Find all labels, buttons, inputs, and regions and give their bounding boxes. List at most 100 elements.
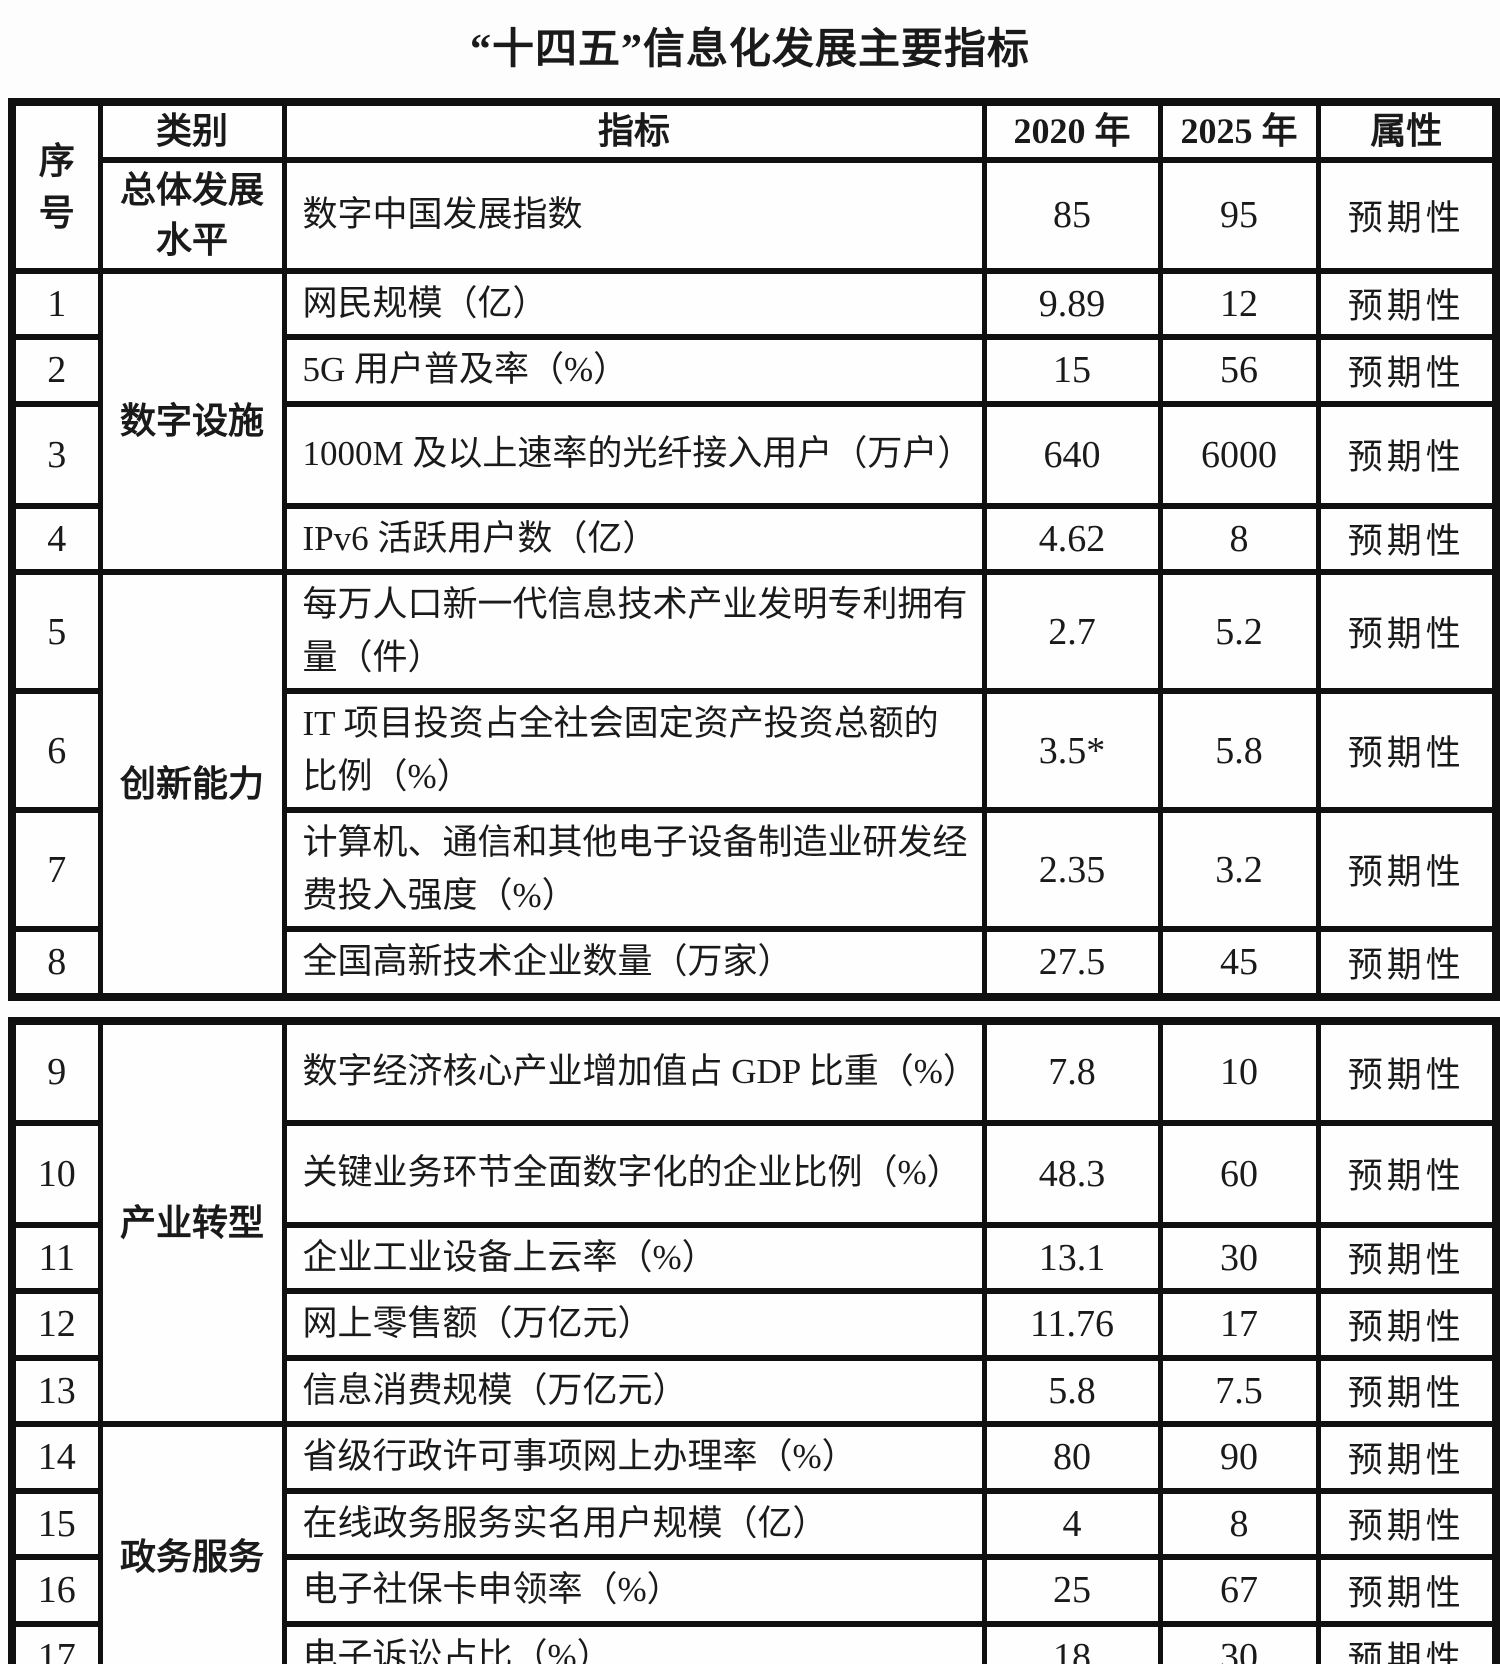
attribute-cell: 预期性 xyxy=(1315,156,1499,274)
attribute-cell: 预期性 xyxy=(1315,569,1499,695)
indicator-cell: 网上零售额（万亿元） xyxy=(281,1288,987,1361)
value-2025-cell: 30 xyxy=(1157,1221,1321,1295)
value-2025-cell: 67 xyxy=(1157,1554,1321,1627)
index-cell: 4 xyxy=(9,502,103,576)
attribute-cell: 预期性 xyxy=(1315,334,1499,407)
value-2020-cell: 3.5* xyxy=(981,688,1163,814)
value-2020-cell: 4 xyxy=(981,1487,1163,1561)
value-2020-cell: 85 xyxy=(981,156,1163,274)
value-2020-cell: 9.89 xyxy=(981,267,1163,341)
indicator-cell: 省级行政许可事项网上办理率（%） xyxy=(281,1421,987,1494)
value-2020-cell: 27.5 xyxy=(981,926,1163,1000)
indicator-cell: 计算机、通信和其他电子设备制造业研发经费投入强度（%） xyxy=(281,807,987,933)
value-2025-cell: 17 xyxy=(1157,1288,1321,1361)
attribute-cell: 预期性 xyxy=(1315,1620,1499,1664)
category-cell: 政务服务 xyxy=(97,1421,287,1664)
attribute-cell: 预期性 xyxy=(1315,1288,1499,1361)
table-row: 1 数字设施 网民规模（亿） 9.89 12 预期性 xyxy=(9,267,1499,576)
index-cell: 16 xyxy=(9,1554,103,1627)
value-2020-cell: 5.8 xyxy=(981,1354,1163,1428)
table-row: 6 IT 项目投资占全社会固定资产投资总额的比例（%） 3.5* 5.8 预期性 xyxy=(9,688,1499,814)
index-cell: 7 xyxy=(9,807,103,933)
indicator-cell: IPv6 活跃用户数（亿） xyxy=(281,502,987,576)
header-index-label: 序号 xyxy=(38,140,75,233)
attribute-cell: 预期性 xyxy=(1315,502,1499,576)
table-row: 7 计算机、通信和其他电子设备制造业研发经费投入强度（%） 2.35 3.2 预期性 xyxy=(9,807,1499,933)
indicators-table-block-2: 9 产业转型 数字经济核心产业增加值占 GDP 比重（%） 7.8 10 预期性 10 关键业… xyxy=(8,1016,1500,1664)
value-2025-cell: 5.2 xyxy=(1157,569,1321,695)
indicator-cell: 数字中国发展指数 xyxy=(281,156,987,274)
indicator-cell: 5G 用户普及率（%） xyxy=(281,334,987,407)
value-2020-cell: 80 xyxy=(981,1421,1163,1494)
indicator-cell: 企业工业设备上云率（%） xyxy=(281,1221,987,1295)
attribute-cell: 预期性 xyxy=(1315,688,1499,814)
header-index: 序号 xyxy=(9,99,103,274)
category-cell: 数字设施 xyxy=(97,267,287,576)
index-cell: 15 xyxy=(9,1487,103,1561)
attribute-cell: 预期性 xyxy=(1315,1017,1499,1126)
attribute-cell: 预期性 xyxy=(1315,1554,1499,1627)
attribute-cell: 预期性 xyxy=(1315,267,1499,341)
table-row: 总体发展水平 数字中国发展指数 85 95 预期性 xyxy=(12,156,1499,274)
indicator-cell: 在线政务服务实名用户规模（亿） xyxy=(281,1487,987,1561)
table-row: 15 在线政务服务实名用户规模（亿） 4 8 预期性 xyxy=(9,1487,1499,1561)
header-category: 类别 xyxy=(97,99,287,163)
attribute-cell: 预期性 xyxy=(1315,1354,1499,1428)
value-2025-cell: 95 xyxy=(1157,156,1321,274)
table-block-1-body: 序号 类别 指标 2020 年 2025 年 属性 总体发展水平 数字中国发展指数… xyxy=(9,99,1499,1000)
index-cell: 17 xyxy=(9,1620,103,1664)
indicator-cell: 电子诉讼占比（%） xyxy=(281,1620,987,1664)
table-row: 3 1000M 及以上速率的光纤接入用户（万户） 640 6000 预期性 xyxy=(9,400,1499,509)
value-2020-cell: 11.76 xyxy=(981,1288,1163,1361)
indicator-cell: 1000M 及以上速率的光纤接入用户（万户） xyxy=(281,400,987,509)
category-cell: 总体发展水平 xyxy=(97,156,287,274)
attribute-cell: 预期性 xyxy=(1315,1421,1499,1494)
value-2020-cell: 2.7 xyxy=(981,569,1163,695)
indicator-cell: 数字经济核心产业增加值占 GDP 比重（%） xyxy=(281,1017,987,1126)
attribute-cell: 预期性 xyxy=(1315,1221,1499,1295)
indicator-cell: IT 项目投资占全社会固定资产投资总额的比例（%） xyxy=(281,688,987,814)
table-row: 14 政务服务 省级行政许可事项网上办理率（%） 80 90 预期性 xyxy=(9,1421,1499,1664)
value-2020-cell: 7.8 xyxy=(981,1017,1163,1126)
index-cell: 6 xyxy=(9,688,103,814)
value-2020-cell: 18 xyxy=(981,1620,1163,1664)
indicator-cell: 电子社保卡申领率（%） xyxy=(281,1554,987,1627)
value-2025-cell: 56 xyxy=(1157,334,1321,407)
table-row: 8 全国高新技术企业数量（万家） 27.5 45 预期性 xyxy=(9,926,1499,1000)
indicators-table-wrapper: 序号 类别 指标 2020 年 2025 年 属性 总体发展水平 数字中国发展指数… xyxy=(8,98,1500,1664)
value-2025-cell: 12 xyxy=(1157,267,1321,341)
header-indicator: 指标 xyxy=(281,99,987,163)
indicators-table-block-1: 序号 类别 指标 2020 年 2025 年 属性 总体发展水平 数字中国发展指数… xyxy=(8,98,1500,1001)
index-cell: 5 xyxy=(9,569,103,695)
table-row: 9 产业转型 数字经济核心产业增加值占 GDP 比重（%） 7.8 10 预期性 xyxy=(9,1017,1499,1428)
attribute-cell: 预期性 xyxy=(1315,400,1499,509)
indicator-cell: 信息消费规模（万亿元） xyxy=(281,1354,987,1428)
category-cell: 创新能力 xyxy=(97,569,287,1000)
index-cell: 12 xyxy=(9,1288,103,1361)
index-cell: 1 xyxy=(9,267,103,341)
value-2020-cell: 2.35 xyxy=(981,807,1163,933)
index-cell: 2 xyxy=(9,334,103,407)
value-2025-cell: 45 xyxy=(1157,926,1321,1000)
table-row: 12 网上零售额（万亿元） 11.76 17 预期性 xyxy=(9,1288,1499,1361)
index-cell: 11 xyxy=(9,1221,103,1295)
indicator-cell: 关键业务环节全面数字化的企业比例（%） xyxy=(281,1119,987,1228)
index-cell: 3 xyxy=(9,400,103,509)
value-2025-cell: 10 xyxy=(1157,1017,1321,1126)
header-2020: 2020 年 xyxy=(981,99,1163,163)
page-title: “十四五”信息化发展主要指标 xyxy=(469,27,1030,73)
value-2020-cell: 4.62 xyxy=(981,502,1163,576)
index-cell: 8 xyxy=(9,926,103,1000)
index-cell: 13 xyxy=(9,1354,103,1428)
value-2025-cell: 7.5 xyxy=(1157,1354,1321,1428)
value-2020-cell: 25 xyxy=(981,1554,1163,1627)
value-2025-cell: 8 xyxy=(1157,1487,1321,1561)
table-block-2-body: 9 产业转型 数字经济核心产业增加值占 GDP 比重（%） 7.8 10 预期性 10 关键业… xyxy=(9,1017,1499,1664)
indicator-cell: 每万人口新一代信息技术产业发明专利拥有量（件） xyxy=(281,569,987,695)
value-2025-cell: 60 xyxy=(1157,1119,1321,1228)
table-row: 13 信息消费规模（万亿元） 5.8 7.5 预期性 xyxy=(9,1354,1499,1428)
index-cell: 14 xyxy=(9,1421,103,1494)
index-cell: 9 xyxy=(9,1017,103,1126)
attribute-cell: 预期性 xyxy=(1315,1487,1499,1561)
